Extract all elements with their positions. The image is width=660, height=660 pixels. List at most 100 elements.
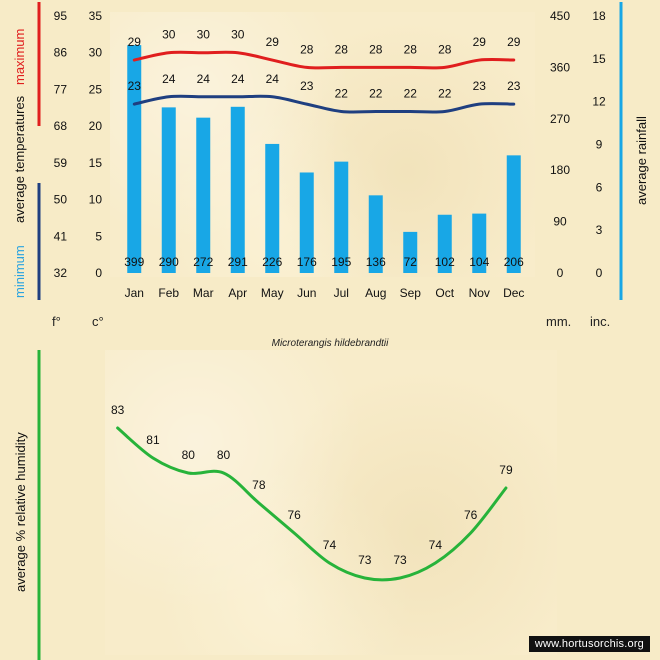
month-label: Mar (193, 286, 214, 300)
month-label: Sep (400, 286, 422, 300)
tick-label-rain-inches: 15 (592, 52, 606, 66)
tick-label-celsius: 35 (89, 9, 103, 23)
tick-label-rain-inches: 6 (596, 180, 603, 194)
climate-chart-panel (110, 12, 535, 277)
humidity-value-label: 76 (464, 508, 478, 522)
rain-value-label: 206 (504, 255, 524, 269)
humidity-value-label: 74 (323, 538, 337, 552)
humidity-value-label: 81 (146, 433, 160, 447)
max-temp-label: 30 (197, 28, 211, 42)
humidity-value-label: 73 (393, 553, 407, 567)
left-axis-label-maximum: maximum (12, 28, 27, 85)
tick-label-rain-inches: 9 (596, 138, 603, 152)
month-label: Jul (334, 286, 349, 300)
tick-label-rain-mm: 360 (550, 60, 570, 74)
max-temp-label: 28 (404, 42, 418, 56)
tick-label-rain-mm: 180 (550, 163, 570, 177)
tick-label-fahrenheit: 59 (54, 156, 68, 170)
tick-label-celsius: 5 (95, 229, 102, 243)
rain-value-label: 195 (331, 255, 351, 269)
humidity-chart: 83 81 80 80 78 76 74 73 73 74 76 79 (37, 350, 513, 660)
min-temp-label: 24 (162, 72, 176, 86)
rain-bar (230, 106, 245, 273)
unit-millimetres: mm. (546, 314, 572, 329)
month-label: Apr (228, 286, 247, 300)
tick-label-rain-inches: 3 (596, 223, 603, 237)
max-temp-label: 28 (335, 42, 349, 56)
max-temp-label: 30 (162, 28, 176, 42)
humidity-axis-label: average % relative humidity (13, 432, 28, 592)
humidity-value-label: 78 (252, 478, 266, 492)
min-temp-label: 23 (473, 79, 487, 93)
rain-value-label: 291 (228, 255, 248, 269)
tick-label-fahrenheit: 50 (54, 193, 68, 207)
rain-bar (161, 107, 176, 273)
tick-label-celsius: 0 (95, 266, 102, 280)
tick-label-celsius: 20 (89, 119, 103, 133)
humidity-value-label: 80 (182, 448, 196, 462)
month-label: Dec (503, 286, 524, 300)
min-temp-label: 22 (438, 86, 452, 100)
tick-label-fahrenheit: 32 (54, 266, 68, 280)
month-label: Jan (125, 286, 144, 300)
humidity-value-label: 76 (287, 508, 301, 522)
max-temp-label: 28 (438, 42, 452, 56)
left-axis-label-average-temperatures: average temperatures (12, 95, 27, 223)
tick-label-rain-inches: 18 (592, 9, 606, 23)
tick-label-fahrenheit: 68 (54, 119, 68, 133)
min-temp-label: 23 (507, 79, 521, 93)
left-axis-label-minimum: minimum (12, 245, 27, 298)
max-temp-label: 29 (266, 35, 280, 49)
month-label: Nov (469, 286, 490, 300)
tick-label-fahrenheit: 95 (54, 9, 68, 23)
month-label: Oct (435, 286, 454, 300)
humidity-value-label: 83 (111, 403, 125, 417)
tick-label-fahrenheit: 77 (54, 82, 68, 96)
month-label: Aug (365, 286, 386, 300)
rain-value-label: 272 (193, 255, 213, 269)
min-temp-label: 22 (335, 86, 349, 100)
min-temp-label: 22 (369, 86, 383, 100)
rain-bar (437, 214, 452, 273)
tick-label-fahrenheit: 86 (54, 46, 68, 60)
max-temp-label: 29 (473, 35, 487, 49)
min-temp-label: 24 (266, 72, 280, 86)
rain-value-label: 102 (435, 255, 455, 269)
humidity-value-label: 79 (499, 463, 513, 477)
rain-bar (299, 172, 314, 273)
tick-label-fahrenheit: 41 (54, 229, 68, 243)
max-temp-line (132, 50, 516, 70)
climate-chart: 399 290 272 291 226 176 195 136 72 102 104 206 2930… (37, 2, 623, 300)
unit-fahrenheit: f° (52, 314, 61, 329)
rain-bar (334, 161, 349, 273)
tick-label-rain-mm: 450 (550, 9, 570, 23)
website-credit[interactable]: www.hortusorchis.org (528, 636, 650, 652)
min-temp-label: 23 (128, 79, 142, 93)
max-temp-label: 29 (507, 35, 521, 49)
humidity-value-label: 80 (217, 448, 231, 462)
rain-bar (472, 213, 487, 273)
unit-inches: inc. (590, 314, 611, 329)
min-temp-label: 24 (197, 72, 211, 86)
tick-label-celsius: 10 (89, 193, 103, 207)
rain-value-label: 72 (404, 255, 418, 269)
humidity-value-label: 74 (429, 538, 443, 552)
max-temp-label: 30 (231, 28, 245, 42)
month-label: May (261, 286, 284, 300)
rain-bar (403, 231, 418, 273)
rain-bar (265, 143, 280, 273)
tick-label-rain-inches: 0 (596, 266, 603, 280)
tick-label-celsius: 25 (89, 82, 103, 96)
tick-label-rain-mm: 90 (553, 215, 567, 229)
species-name: Microterangis hildebrandtii (271, 338, 389, 349)
tick-label-rain-mm: 270 (550, 112, 570, 126)
rain-value-label: 399 (124, 255, 144, 269)
rain-value-label: 104 (469, 255, 489, 269)
month-label: Jun (297, 286, 316, 300)
humidity-chart-panel (105, 350, 557, 655)
tick-label-rain-mm: 0 (557, 266, 564, 280)
max-temp-label: 28 (300, 42, 314, 56)
humidity-value-label: 73 (358, 553, 372, 567)
right-axis-label-rainfall: average rainfall (634, 116, 649, 205)
min-temp-line (132, 94, 516, 114)
